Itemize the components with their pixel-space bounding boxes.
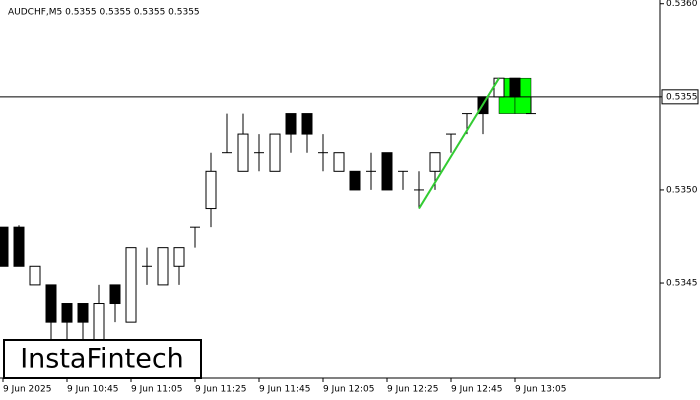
- x-tick-label: 9 Jun 12:25: [387, 385, 438, 395]
- candle-body: [0, 226, 9, 267]
- price-label: 0.5355: [666, 92, 698, 102]
- candle-body: [45, 284, 57, 323]
- x-tick-label: 9 Jun 11:45: [259, 385, 310, 395]
- y-tick-label: 0.5350: [666, 185, 698, 195]
- x-tick-label: 9 Jun 11:25: [195, 385, 246, 395]
- x-tick-label: 9 Jun 11:05: [131, 385, 182, 395]
- logo-box: [3, 339, 202, 379]
- candle-body: [509, 77, 521, 98]
- pattern-line: [418, 77, 500, 210]
- candle-body: [301, 113, 313, 135]
- price-label-box: [661, 89, 699, 105]
- candle-body: [157, 247, 169, 286]
- x-tick-label: 9 Jun 13:05: [515, 385, 566, 395]
- candle-body: [109, 284, 121, 305]
- plot: [0, 77, 660, 342]
- candle-body: [333, 152, 345, 172]
- y-tick-label: 0.5360: [666, 0, 698, 9]
- candle-body: [237, 133, 249, 172]
- candle-body: [205, 170, 217, 210]
- candle-body: [93, 303, 105, 342]
- candle-body: [269, 133, 281, 172]
- candle-body: [13, 226, 25, 267]
- x-tick-label: 9 Jun 12:45: [451, 385, 502, 395]
- candle-body: [381, 152, 393, 191]
- candle-body: [493, 77, 505, 98]
- candle-body: [173, 247, 185, 267]
- candle-body: [429, 152, 441, 172]
- candle-body: [61, 303, 73, 323]
- logo: InstaFintech: [20, 344, 184, 375]
- candle-body: [285, 113, 297, 135]
- y-tick-label: 0.5345: [666, 279, 698, 289]
- candle-body: [349, 170, 361, 191]
- candle-body: [29, 265, 41, 286]
- candle-body: [125, 247, 137, 323]
- x-tick-label: 9 Jun 10:45: [67, 385, 118, 395]
- chart-title: AUDCHF,M5 0.5355 0.5355 0.5355 0.5355: [8, 8, 200, 18]
- x-tick-label: 9 Jun 2025: [3, 385, 51, 395]
- x-tick-label: 9 Jun 12:05: [323, 385, 374, 395]
- candle-body: [77, 303, 89, 323]
